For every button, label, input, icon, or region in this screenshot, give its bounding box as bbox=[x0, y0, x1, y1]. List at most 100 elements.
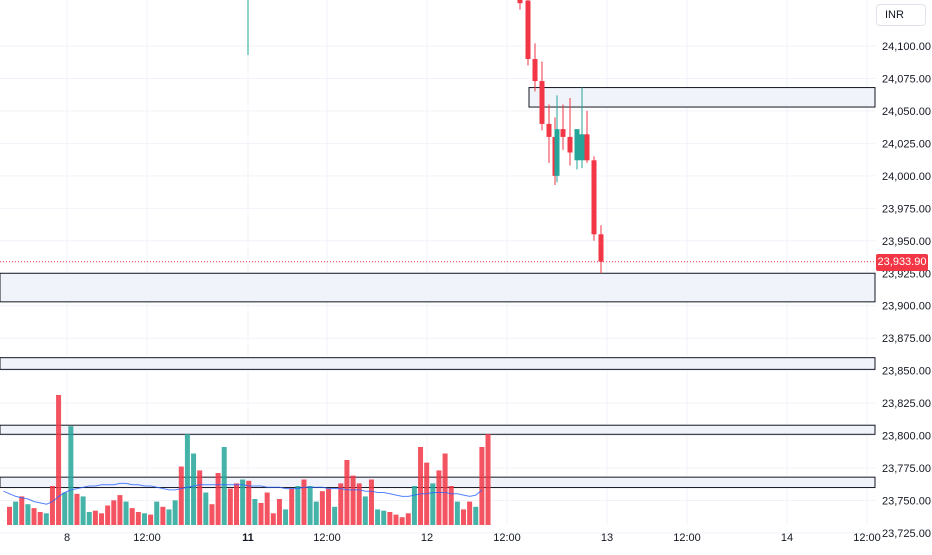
volume-bar bbox=[307, 486, 313, 525]
volume-bar bbox=[448, 486, 454, 525]
volume-bar bbox=[86, 512, 92, 525]
volume-bar bbox=[368, 479, 374, 525]
volume-bar bbox=[37, 512, 43, 525]
volume-bar bbox=[92, 510, 98, 525]
grid bbox=[0, 0, 875, 534]
volume-bar bbox=[405, 513, 411, 525]
volume-bars bbox=[7, 395, 491, 525]
volume-bar bbox=[313, 501, 319, 525]
volume-bar bbox=[442, 453, 448, 525]
zone-rect bbox=[528, 87, 876, 108]
y-tick-label: 24,000.00 bbox=[882, 171, 931, 183]
volume-bar bbox=[233, 483, 239, 525]
volume-bar bbox=[74, 493, 80, 525]
x-tick-label: 12:00 bbox=[133, 532, 161, 544]
x-tick-label: 8 bbox=[64, 532, 70, 544]
volume-bar bbox=[467, 501, 473, 525]
volume-bar bbox=[387, 512, 393, 525]
x-tick-label: 12:00 bbox=[673, 532, 701, 544]
candle-body bbox=[598, 243, 604, 262]
y-tick-label: 23,950.00 bbox=[882, 236, 931, 248]
y-tick-label: 23,750.00 bbox=[882, 496, 931, 508]
volume-bar bbox=[117, 495, 123, 525]
volume-bar bbox=[105, 505, 111, 525]
volume-bar bbox=[276, 499, 282, 525]
volume-bar bbox=[246, 480, 252, 525]
volume-bar bbox=[399, 517, 405, 525]
candle-body bbox=[591, 160, 597, 235]
y-tick-label: 23,875.00 bbox=[882, 333, 931, 345]
y-tick-label: 23,725.00 bbox=[882, 528, 931, 540]
volume-bar bbox=[221, 447, 227, 525]
candle-body bbox=[546, 123, 552, 137]
candle-body bbox=[532, 58, 538, 82]
volume-bar bbox=[172, 500, 178, 525]
y-tick-label: 24,075.00 bbox=[882, 73, 931, 85]
candle-body bbox=[567, 136, 573, 153]
volume-bar bbox=[485, 434, 491, 525]
candle-body bbox=[525, 0, 531, 59]
volume-bar bbox=[270, 513, 276, 525]
y-tick-label: 23,900.00 bbox=[882, 301, 931, 313]
volume-bar bbox=[19, 496, 25, 525]
volume-bar bbox=[326, 488, 332, 525]
volume-bar bbox=[295, 486, 301, 525]
candle-body bbox=[579, 134, 585, 161]
volume-bar bbox=[80, 496, 86, 525]
x-tick-label: 13 bbox=[601, 532, 613, 544]
volume-bar bbox=[184, 434, 190, 525]
volume-bar bbox=[479, 447, 485, 525]
volume-bar bbox=[160, 506, 166, 525]
volume-bar bbox=[227, 488, 233, 525]
y-tick-label: 24,100.00 bbox=[882, 41, 931, 53]
candle-body bbox=[539, 81, 545, 124]
volume-bar bbox=[338, 483, 344, 525]
volume-bar bbox=[350, 475, 356, 525]
volume-bar bbox=[111, 500, 117, 525]
volume-bar bbox=[344, 460, 350, 525]
y-axis[interactable]: 24,100.00 24,075.00 24,050.00 24,025.00 24,0… bbox=[882, 41, 931, 540]
volume-bar bbox=[454, 501, 460, 525]
candle-body bbox=[574, 129, 580, 161]
volume-bar bbox=[43, 513, 49, 525]
volume-bar bbox=[283, 509, 289, 525]
x-axis[interactable]: 8 12:00 11 12:00 12 12:00 13 12:00 14 12:00 bbox=[64, 532, 881, 544]
last-price-badge: 23,933.90 bbox=[876, 253, 928, 271]
volume-bar bbox=[301, 479, 307, 525]
zone-rect bbox=[0, 272, 876, 303]
zone-rect bbox=[0, 424, 876, 435]
x-tick-label: 12:00 bbox=[313, 532, 341, 544]
volume-bar bbox=[62, 492, 68, 525]
volume-bar bbox=[99, 513, 105, 525]
volume-bar bbox=[148, 514, 154, 525]
volume-bar bbox=[418, 447, 424, 525]
volume-bar bbox=[141, 513, 147, 525]
candle-body bbox=[517, 0, 523, 4]
volume-bar bbox=[191, 453, 197, 525]
volume-bar bbox=[135, 512, 141, 525]
volume-bar bbox=[264, 492, 270, 525]
volume-bar bbox=[411, 486, 417, 525]
candle-body bbox=[584, 134, 590, 161]
volume-bar bbox=[393, 514, 399, 525]
volume-bar bbox=[332, 506, 338, 525]
volume-bar bbox=[356, 483, 362, 525]
volume-bar bbox=[436, 470, 442, 525]
x-tick-label: 12:00 bbox=[493, 532, 521, 544]
candle-body bbox=[560, 129, 566, 137]
volume-bar bbox=[123, 501, 129, 525]
x-tick-label: 11 bbox=[242, 532, 254, 544]
currency-label[interactable]: INR bbox=[876, 4, 926, 26]
volume-bar bbox=[215, 473, 221, 525]
volume-bar bbox=[31, 508, 37, 525]
zones bbox=[0, 87, 876, 489]
volume-bar bbox=[203, 492, 209, 525]
volume-bar bbox=[49, 486, 55, 525]
y-tick-label: 23,800.00 bbox=[882, 431, 931, 443]
volume-bar bbox=[473, 506, 479, 525]
y-tick-label: 23,850.00 bbox=[882, 366, 931, 378]
volume-bar bbox=[460, 509, 466, 525]
volume-bar bbox=[129, 508, 135, 525]
